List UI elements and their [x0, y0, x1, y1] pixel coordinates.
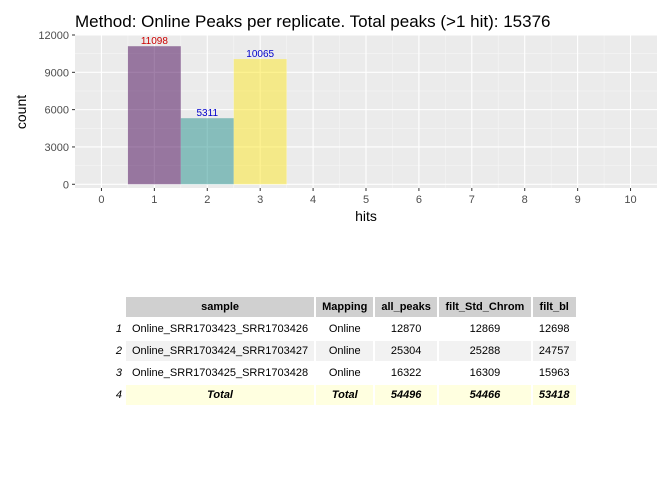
bars [127, 46, 287, 185]
cell-sample: Total [126, 385, 315, 405]
summary-table-wrap: sample Mapping all_peaks filt_Std_Chrom … [110, 295, 578, 407]
cell-sample: Online_SRR1703425_SRR1703428 [126, 363, 315, 383]
table-row: 3 Online_SRR1703425_SRR1703428 Online 16… [112, 363, 576, 383]
y-tick-label: 6000 [45, 105, 69, 117]
header-mapping: Mapping [316, 297, 374, 317]
y-tick-label: 3000 [45, 142, 69, 154]
x-tick-label: 9 [575, 194, 581, 206]
cell-filt-bl: 15963 [532, 363, 576, 383]
row-index: 3 [115, 367, 122, 379]
bar [233, 59, 287, 185]
row-index: 2 [115, 345, 122, 357]
x-tick-label: 8 [522, 194, 528, 206]
bar-label: 11098 [141, 36, 169, 47]
cell-all-peaks: 16322 [375, 363, 437, 383]
x-tick-label: 0 [98, 194, 104, 206]
x-tick-label: 3 [257, 194, 263, 206]
bar-label: 5311 [197, 108, 219, 119]
bar [127, 46, 181, 185]
header-sample: sample [126, 297, 315, 317]
y-tick-label: 9000 [45, 67, 69, 79]
x-tick-label: 1 [151, 194, 157, 206]
cell-mapping: Online [316, 319, 374, 339]
x-axis: 0 1 2 3 4 5 6 7 8 9 10 [98, 188, 637, 206]
bar-labels: 11098 5311 10065 [141, 36, 275, 119]
cell-all-peaks: 25304 [375, 341, 437, 361]
x-tick-label: 4 [310, 194, 316, 206]
cell-sample: Online_SRR1703423_SRR1703426 [126, 319, 315, 339]
index-header [112, 297, 124, 317]
table-header-row: sample Mapping all_peaks filt_Std_Chrom … [112, 297, 576, 317]
bar-label: 10065 [246, 49, 274, 60]
cell-mapping: Total [316, 385, 374, 405]
table-row: 2 Online_SRR1703424_SRR1703427 Online 25… [112, 341, 576, 361]
x-tick-label: 7 [469, 194, 475, 206]
header-filt-bl: filt_bl [532, 297, 576, 317]
summary-table: sample Mapping all_peaks filt_Std_Chrom … [110, 295, 578, 407]
cell-filt-bl: 12698 [532, 319, 576, 339]
chart-title: Method: Online Peaks per replicate. Tota… [75, 12, 551, 31]
row-index: 4 [115, 389, 122, 401]
table-total-row: 4 Total Total 54496 54466 53418 [112, 385, 576, 405]
x-tick-label: 10 [624, 194, 636, 206]
table-row: 1 Online_SRR1703423_SRR1703426 Online 12… [112, 319, 576, 339]
hits-histogram: Method: Online Peaks per replicate. Tota… [13, 12, 657, 224]
cell-all-peaks: 54496 [375, 385, 437, 405]
x-tick-label: 2 [204, 194, 210, 206]
bar [180, 118, 234, 185]
y-axis: 0 3000 6000 9000 12000 [38, 30, 75, 191]
cell-filt-bl: 24757 [532, 341, 576, 361]
cell-mapping: Online [316, 363, 374, 383]
x-axis-label: hits [355, 208, 377, 224]
y-tick-label: 12000 [38, 30, 69, 42]
y-axis-label: count [13, 95, 29, 129]
header-all-peaks: all_peaks [375, 297, 437, 317]
cell-filt-std-chrom: 54466 [438, 385, 531, 405]
row-index: 1 [115, 323, 122, 335]
cell-all-peaks: 12870 [375, 319, 437, 339]
cell-mapping: Online [316, 341, 374, 361]
cell-filt-std-chrom: 16309 [438, 363, 531, 383]
cell-sample: Online_SRR1703424_SRR1703427 [126, 341, 315, 361]
x-tick-label: 6 [416, 194, 422, 206]
x-tick-label: 5 [363, 194, 369, 206]
y-tick-label: 0 [63, 179, 69, 191]
header-filt-std-chrom: filt_Std_Chrom [438, 297, 531, 317]
cell-filt-std-chrom: 12869 [438, 319, 531, 339]
cell-filt-bl: 53418 [532, 385, 576, 405]
cell-filt-std-chrom: 25288 [438, 341, 531, 361]
